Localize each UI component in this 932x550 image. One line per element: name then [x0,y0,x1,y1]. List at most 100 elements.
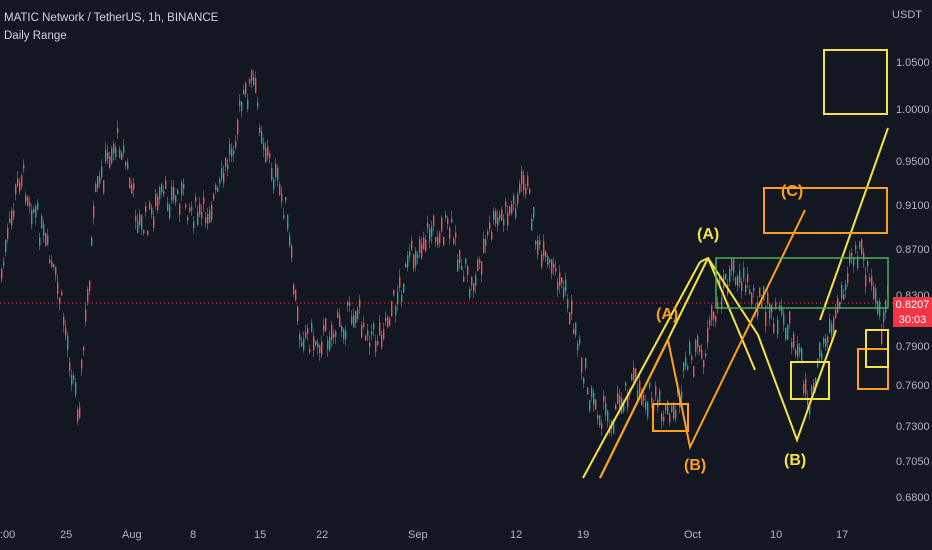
candle-body [761,298,763,308]
candle-body [461,265,463,271]
candle-body [243,90,245,95]
candle-body [69,362,71,371]
candle-body [95,184,97,193]
wave-yellow-up-line [819,127,889,321]
candle-body [353,315,355,328]
candle-body [785,327,787,340]
candle-body [329,336,331,351]
candle-body [287,215,289,230]
candle-body [603,395,605,403]
candle-body [273,180,275,190]
candle-body [245,83,247,94]
candle-body [253,77,255,86]
candle-body [453,238,455,244]
candle-body [373,323,375,330]
candle-body [703,359,705,368]
candle-body [501,209,503,221]
time-tick-label: 25 [60,529,73,541]
candle-body [735,277,737,285]
candle-body [545,251,547,258]
price-tick-label: 0.6800 [896,492,930,504]
candle-body [737,276,739,286]
candle-body [27,196,29,206]
candle-body [403,283,405,293]
candle-body [423,237,425,250]
candle-body [625,382,627,387]
candle-body [11,210,13,226]
candle-body [467,265,469,275]
candle-body [67,335,69,350]
candle-body [711,305,713,321]
candle-body [587,388,589,395]
candle-body [741,281,743,292]
candle-body [29,201,31,207]
candle-body [105,149,107,162]
candle-body [601,423,603,429]
price-tick-label: 1.0500 [896,57,930,69]
candle-body [477,259,479,271]
candle-body [197,212,199,225]
candle-body [529,188,531,194]
price-tick-label: 0.7300 [896,421,930,433]
candle-body [597,415,599,419]
candle-body [499,214,501,220]
candle-body [149,202,151,210]
candle-body [769,303,771,319]
candle-body [337,312,339,318]
candle-body [413,254,415,269]
candle-body [505,201,507,207]
candle-body [265,148,267,163]
candle-body [351,316,353,324]
candle-body [883,311,885,323]
candle-body [815,378,817,389]
candle-body [825,339,827,347]
candle-body [123,145,125,153]
candle-body [749,289,751,295]
candle-body [303,338,305,351]
candle-body [113,143,115,154]
wave-box-right-2 [865,329,889,368]
candle-body [47,235,49,245]
candle-body [57,282,59,294]
candle-body [833,317,835,333]
candle-body [683,362,685,371]
candle-body [99,176,101,184]
time-tick-label: 15 [254,529,267,541]
candle-body [387,317,389,328]
candle-body [577,343,579,351]
indicator-name[interactable]: Daily Range [4,30,67,42]
candle-body [263,143,265,150]
candle-body [35,206,37,218]
candle-body [325,318,327,331]
candle-body [143,230,145,234]
candle-body [331,324,333,340]
candle-body [543,241,545,257]
candle-body [695,340,697,353]
candle-body [93,205,95,218]
candle-body [681,391,683,399]
candle-body [823,337,825,344]
candle-body [511,203,513,214]
time-tick-label: 17 [836,529,849,541]
candle-body [339,315,341,327]
candle-body [181,182,183,195]
candle-body [469,288,471,298]
candle-body [449,227,451,239]
current-price-badge: 0.8207 30:03 [893,297,932,327]
candle-body [841,284,843,300]
candle-body [451,218,453,223]
candle-body [851,253,853,257]
wave-drawings[interactable] [582,49,889,479]
time-tick-label: 8 [190,529,197,541]
candle-body [289,235,291,246]
candle-body [319,345,321,354]
candle-body [619,395,621,411]
candle-body [269,153,271,159]
symbol-title[interactable]: MATIC Network / TetherUS, 1h, BINANCE [4,12,219,24]
candle-body [519,183,521,193]
candle-body [773,323,775,333]
candle-body [661,413,663,422]
candle-body [395,306,397,316]
